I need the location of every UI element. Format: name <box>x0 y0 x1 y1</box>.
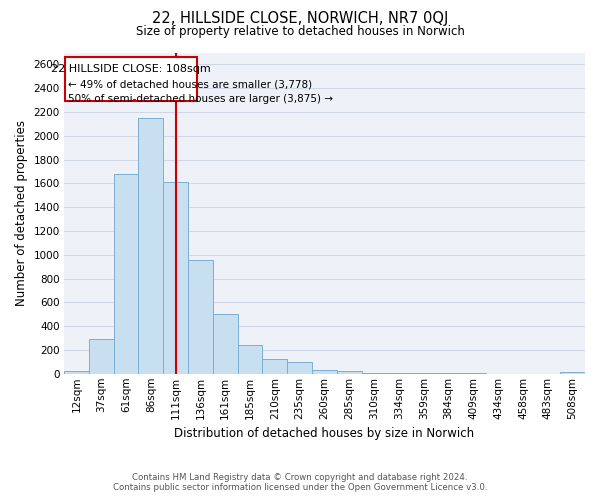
Text: 22, HILLSIDE CLOSE, NORWICH, NR7 0QJ: 22, HILLSIDE CLOSE, NORWICH, NR7 0QJ <box>152 11 448 26</box>
Bar <box>436 373 461 374</box>
Bar <box>287 362 312 374</box>
Bar <box>213 314 238 374</box>
Text: Size of property relative to detached houses in Norwich: Size of property relative to detached ho… <box>136 25 464 38</box>
Bar <box>312 370 337 374</box>
Text: 22 HILLSIDE CLOSE: 108sqm: 22 HILLSIDE CLOSE: 108sqm <box>51 64 211 74</box>
Bar <box>163 182 188 374</box>
Bar <box>337 372 362 374</box>
Text: Contains HM Land Registry data © Crown copyright and database right 2024.
Contai: Contains HM Land Registry data © Crown c… <box>113 473 487 492</box>
Y-axis label: Number of detached properties: Number of detached properties <box>15 120 28 306</box>
Bar <box>64 372 89 374</box>
Bar <box>139 118 163 374</box>
Bar <box>89 338 113 374</box>
Bar <box>188 260 213 374</box>
Bar <box>412 373 436 374</box>
Text: 50% of semi-detached houses are larger (3,875) →: 50% of semi-detached houses are larger (… <box>68 94 332 104</box>
Bar <box>113 174 139 374</box>
X-axis label: Distribution of detached houses by size in Norwich: Distribution of detached houses by size … <box>175 427 475 440</box>
Text: ← 49% of detached houses are smaller (3,778): ← 49% of detached houses are smaller (3,… <box>68 80 312 90</box>
Bar <box>386 373 412 374</box>
Bar <box>262 359 287 374</box>
Bar <box>238 344 262 374</box>
Bar <box>362 373 386 374</box>
Bar <box>560 372 585 374</box>
FancyBboxPatch shape <box>65 58 197 102</box>
